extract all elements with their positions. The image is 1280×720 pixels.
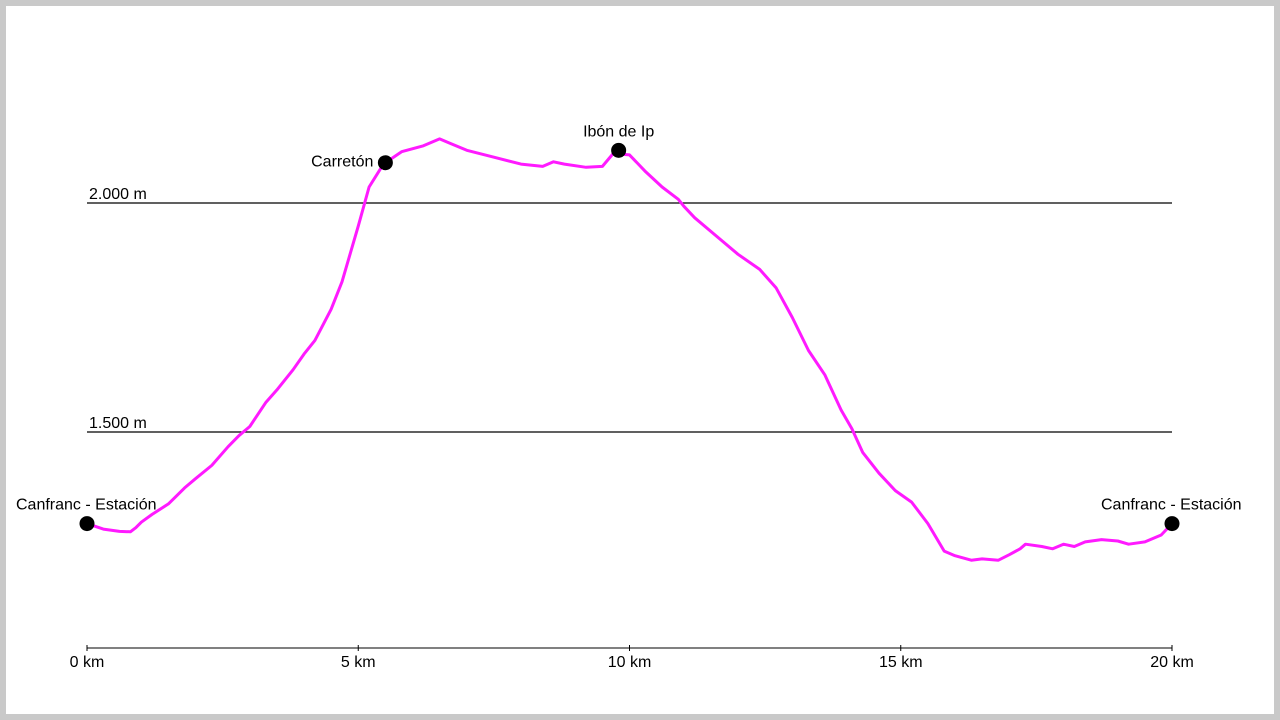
elevation-profile-chart: 2.000 m 1.500 m 0 km 5 km 10 km 15 km 20 km C… xyxy=(16,123,1242,671)
waypoint-label: Ibón de Ip xyxy=(583,123,654,140)
x-tick-label: 5 km xyxy=(341,654,376,671)
waypoint-label: Canfranc - Estación xyxy=(1101,497,1242,514)
x-tick-label: 10 km xyxy=(608,654,652,671)
x-axis: 0 km 5 km 10 km 15 km 20 km xyxy=(70,645,1194,671)
waypoint-label: Canfranc - Estación xyxy=(16,497,157,514)
waypoint-marker xyxy=(79,516,95,532)
reference-line-label: 2.000 m xyxy=(89,186,147,203)
waypoint-marker xyxy=(1164,516,1180,532)
x-tick-label: 20 km xyxy=(1150,654,1194,671)
waypoint-marker xyxy=(611,142,627,158)
waypoints: Canfranc - Estación Carretón Ibón de Ip Can… xyxy=(16,123,1242,532)
reference-lines: 2.000 m 1.500 m xyxy=(87,186,1172,433)
waypoint-marker xyxy=(377,155,393,171)
waypoint-label: Carretón xyxy=(311,154,373,171)
x-tick-label: 15 km xyxy=(879,654,923,671)
x-tick-label: 0 km xyxy=(70,654,105,671)
reference-line-label: 1.500 m xyxy=(89,415,147,432)
chart-frame: 2.000 m 1.500 m 0 km 5 km 10 km 15 km 20 km C… xyxy=(6,6,1274,714)
elevation-profile-line xyxy=(85,137,1174,562)
